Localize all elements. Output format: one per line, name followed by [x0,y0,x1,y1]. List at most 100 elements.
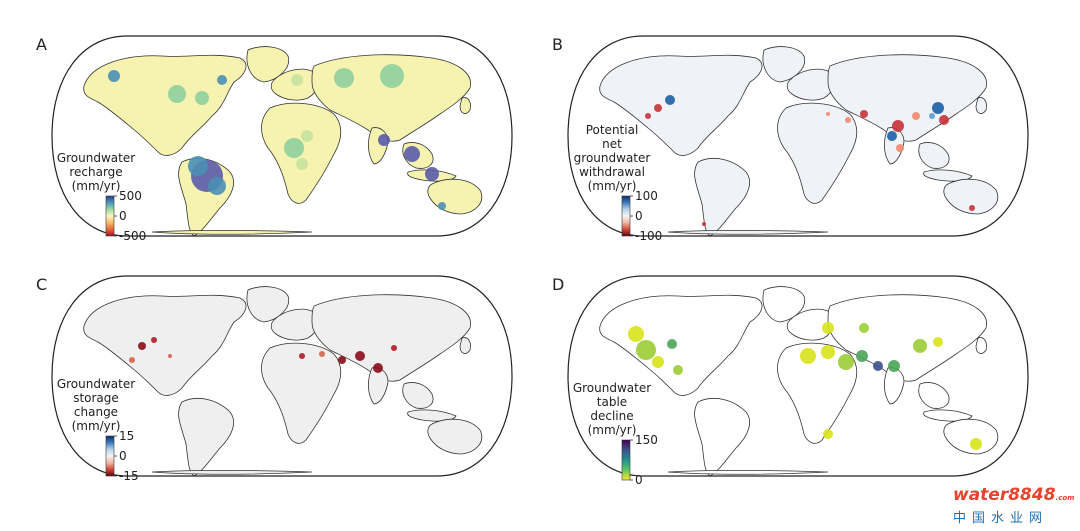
colorbar-tick-label: 0 [119,449,127,463]
data-hotspot [291,74,303,86]
data-hotspot [892,120,904,132]
landmass-india [368,367,389,405]
data-hotspot [932,102,944,114]
data-hotspot [873,361,883,371]
data-hotspot [301,130,313,142]
landmass-greenland [762,46,806,83]
colorbar [621,195,631,237]
data-hotspot [628,326,644,342]
legend-title-line: storage [73,391,119,405]
data-hotspot [939,115,949,125]
data-hotspot [888,360,900,372]
data-hotspot [969,205,975,211]
map-frame [51,35,513,237]
landmass-antarctica-bits [667,470,829,475]
data-hotspot [896,144,904,152]
data-hotspot [822,322,834,334]
data-hotspot [636,340,656,360]
data-hotspot [208,177,226,195]
data-hotspot [673,365,683,375]
panel-letter: C [36,275,47,294]
colorbar-tick-label: 500 [119,189,142,203]
data-hotspot [645,113,651,119]
landmass-se-asia [402,382,434,409]
landmass-south-america [694,158,750,236]
map [567,275,1029,477]
data-hotspot [138,342,146,350]
map [51,35,513,237]
data-hotspot [284,138,304,158]
data-hotspot [338,356,346,364]
landmass-australia [943,418,999,455]
landmass-north-america [83,54,247,156]
legend-title-line: Groundwater [57,377,135,391]
landmass-india [884,367,905,405]
data-hotspot [821,345,835,359]
data-hotspot [373,363,383,373]
data-hotspot [217,75,227,85]
landmass-north-america [599,294,763,396]
legend-title-line: (mm/yr) [72,179,121,193]
legend-title-line: groundwater [574,151,651,165]
legend-title-line: withdrawal [579,165,645,179]
landmass-japan [459,337,471,354]
map-frame [567,35,1029,237]
panel-letter: B [552,35,563,54]
landmass-africa [777,342,858,444]
legend-title-line: table [597,395,627,409]
landmass-antarctica-bits [151,470,313,475]
map-frame [567,275,1029,477]
data-hotspot [667,339,677,349]
colorbar-tick-label: -100 [635,229,662,243]
landmass-africa [777,102,858,204]
data-hotspot [391,345,397,351]
landmass-new-zealand [493,210,501,224]
legend-title-line: decline [590,409,633,423]
colorbar-tick-label: 0 [635,209,643,223]
data-hotspot [378,134,390,146]
landmass-greenland [762,286,806,323]
landmass-japan [975,97,987,114]
landmass-south-america [694,398,750,476]
colorbar [105,435,115,477]
data-hotspot [838,354,854,370]
landmass-new-zealand [1009,450,1017,464]
data-hotspot [652,356,664,368]
landmass-antarctica-bits [667,230,829,235]
colorbar-tick-label: -500 [119,229,146,243]
landmass-se-asia [918,382,950,409]
landmass-africa [261,342,342,444]
panel-letter: D [552,275,564,294]
landmass-australia [427,418,483,455]
data-hotspot [859,323,869,333]
landmass-se-asia [918,142,950,169]
colorbar [621,439,631,481]
data-hotspot [856,350,868,362]
data-hotspot [195,91,209,105]
data-hotspot [933,337,943,347]
landmass-greenland [246,46,290,83]
data-hotspot [168,354,172,358]
data-hotspot [665,95,675,105]
landmass-europe [786,308,835,341]
landmass-japan [975,337,987,354]
landmass-antarctica-bits [151,230,313,235]
data-hotspot [800,348,816,364]
data-hotspot [319,351,325,357]
data-hotspot [380,64,404,88]
landmass-north-america [83,294,247,396]
landmass-australia [943,178,999,215]
data-hotspot [438,202,446,210]
data-hotspot [860,110,868,118]
colorbar-tick-label: 0 [119,209,127,223]
data-hotspot [826,112,830,116]
panel-letter: A [36,35,47,54]
data-hotspot [151,337,157,343]
data-hotspot [970,438,982,450]
map [567,35,1029,237]
